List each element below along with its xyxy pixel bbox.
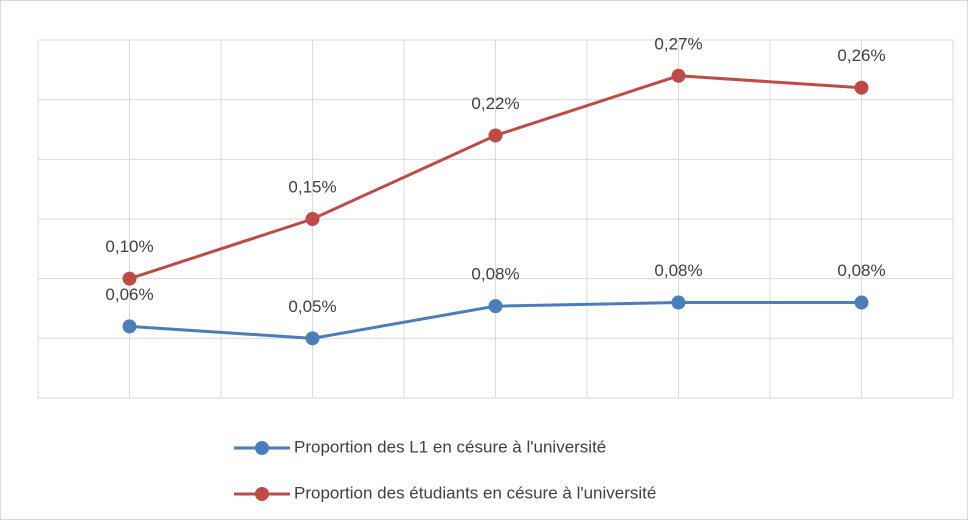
legend-marker	[255, 487, 269, 501]
data-label: 0,06%	[105, 285, 153, 304]
data-label: 0,10%	[105, 237, 153, 256]
point	[305, 331, 320, 346]
point	[122, 271, 137, 286]
point	[671, 68, 686, 83]
point	[854, 80, 869, 95]
point	[671, 295, 686, 310]
data-label: 0,05%	[288, 297, 336, 316]
data-label: 0,08%	[654, 261, 702, 280]
point	[488, 299, 503, 314]
data-label: 0,15%	[288, 177, 336, 196]
point	[305, 212, 320, 226]
data-label: 0,27%	[654, 34, 702, 53]
point	[488, 128, 503, 143]
data-label: 0,08%	[837, 261, 885, 280]
legend-label: Proportion des L1 en césure à l'universi…	[294, 437, 606, 456]
legend-marker	[255, 441, 269, 455]
data-label: 0,22%	[471, 94, 519, 113]
data-label: 0,26%	[837, 46, 885, 65]
data-label: 0,08%	[471, 265, 519, 284]
point	[122, 319, 137, 334]
legend-label: Proportion des étudiants en césure à l'u…	[294, 483, 656, 502]
point	[854, 295, 869, 310]
